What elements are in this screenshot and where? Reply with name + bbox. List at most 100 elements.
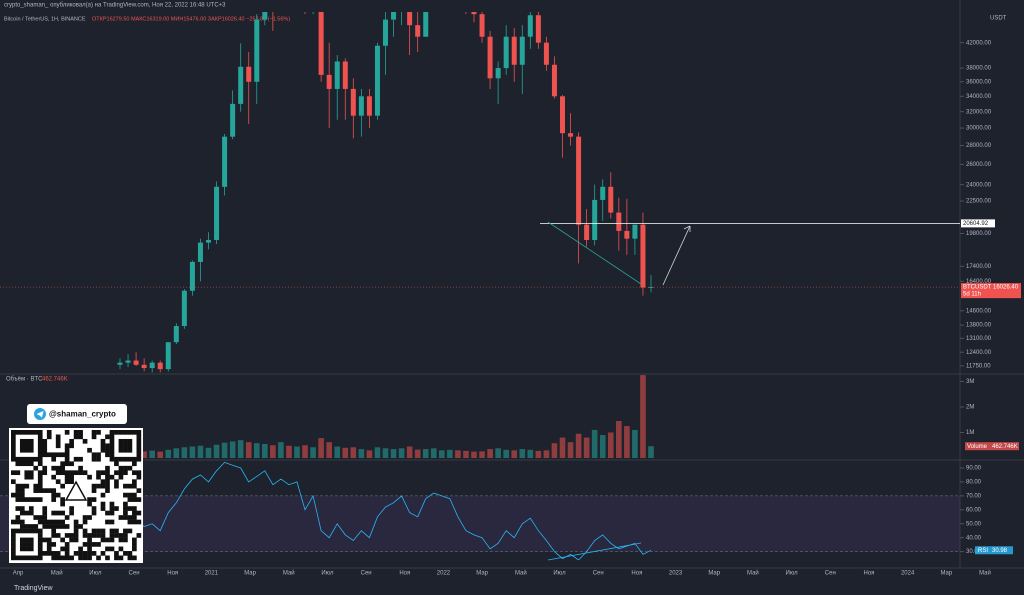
qr-module [46,542,52,547]
qr-module [51,452,57,458]
x-tick-label: 2024 [901,571,915,577]
volume-bar [624,426,630,458]
qr-module [37,447,43,453]
qr-module [37,434,43,440]
qr-module [105,465,110,471]
candle-body [640,224,646,288]
qr-module [100,438,106,444]
qr-module [24,524,30,529]
qr-module [123,465,128,471]
qr-module [11,537,16,543]
qr-module [127,528,133,534]
x-tick-label: Май [747,570,759,577]
qr-module [109,501,115,507]
qr-module [132,492,137,498]
qr-module [37,443,43,449]
qr-module [91,452,97,458]
volume-bar [583,437,590,458]
qr-module [105,470,110,476]
qr-module [28,528,34,534]
qr-module [51,510,57,516]
qr-module [24,470,30,476]
qr-module [37,519,43,525]
y-tick-label: 34000.00 [966,94,992,100]
qr-module [69,506,74,511]
qr-module [24,542,30,547]
qr-module [11,542,16,547]
qr-module [100,492,106,498]
qr-module [136,470,142,476]
volume-bar [398,448,405,458]
qr-module [64,555,70,561]
qr-module [46,537,52,543]
qr-module [55,510,61,516]
y-tick-label: 80.00 [966,480,982,486]
volume-bar [599,435,606,458]
volume-bar [447,449,453,458]
qr-module [15,456,21,462]
y-tick-label: 28000.00 [966,143,992,149]
telegram-box [27,404,127,424]
qr-module [87,537,92,543]
volume-bar [616,420,622,458]
x-tick-label: 2021 [205,571,219,577]
qr-module [82,438,88,444]
qr-module [114,470,119,476]
price-label-bg [961,283,1021,299]
qr-module [19,461,25,467]
qr-module [109,430,115,435]
qr-module [28,443,34,449]
qr-module [19,430,25,435]
qr-module [24,483,30,489]
volume-bar [157,451,164,458]
price-label-value: 16026.40 [993,285,1019,291]
qr-module [109,456,115,462]
candle-body [624,230,630,239]
qr-module [28,456,34,462]
qr-module [132,555,137,561]
qr-module [24,430,30,435]
y-tick-label: 24000.00 [966,182,992,188]
qr-module [19,542,25,547]
qr-module [51,474,57,480]
volume-bar [519,449,526,458]
qr-module [109,438,115,444]
candle-body [318,12,324,75]
qr-module [105,452,110,458]
qr-module [105,474,110,480]
qr-module [60,501,65,507]
qr-module [118,515,124,520]
qr-module [123,528,128,534]
qr-module [100,479,106,484]
qr-module [109,452,115,458]
qr-module [123,506,128,511]
qr-module [82,470,88,476]
qr-module [55,465,61,471]
qr-module [96,483,101,489]
qr-module [127,492,133,498]
candle-body [165,342,171,370]
qr-module [118,430,124,435]
volume-bar [471,451,477,458]
qr-module [82,515,88,520]
qr-module [118,456,124,462]
qr-module [19,524,25,529]
qr-module [123,443,128,449]
qr-module [118,537,124,543]
qr-module [96,528,101,534]
qr-module [114,430,119,435]
volume-bar [342,447,349,458]
qr-module [33,465,39,471]
candle-body [616,212,622,231]
qr-module [19,537,25,543]
qr-module [109,506,115,511]
volume-bar [189,446,196,458]
qr-module [69,438,74,444]
qr-module [91,506,97,511]
qr-module [87,497,92,502]
candle-body [133,360,139,365]
candle-body [560,96,565,134]
qr-module [19,447,25,453]
qr-module [73,434,79,440]
